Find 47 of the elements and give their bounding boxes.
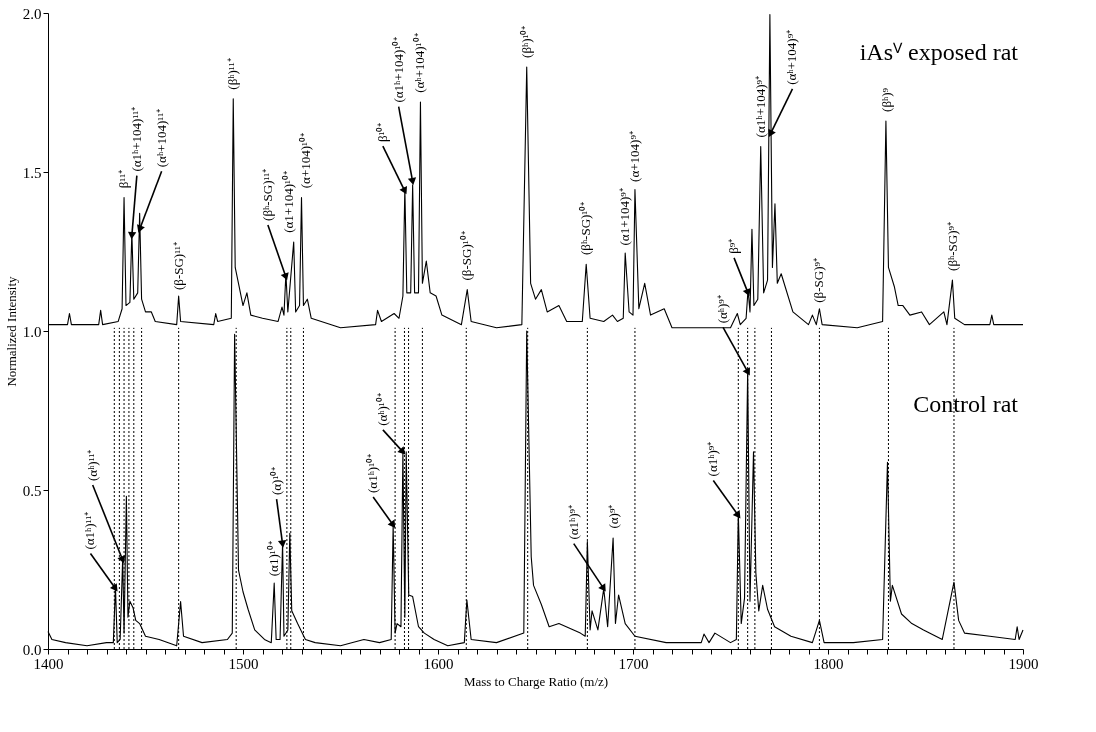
text: iAsⱽ exposed rat [859, 39, 1019, 65]
annotation: (βʰ)⁹ [878, 87, 894, 112]
annotation: β¹¹⁺ [116, 169, 132, 189]
annotation: (α1ʰ+104)¹¹⁺ [128, 106, 144, 172]
annotation: (β-SG)⁹⁺ [811, 257, 827, 303]
annotation: (α+104)¹⁰⁺ [297, 133, 313, 189]
annotation: (α1+104)⁹⁺ [617, 188, 633, 246]
annotation: (βʰ-SG)⁹⁺ [944, 222, 960, 271]
annotation: (αʰ)¹⁰⁺ [374, 393, 390, 426]
annotation: (βʰ)¹⁰⁺ [518, 25, 534, 58]
annotation: (β-SG)¹¹⁺ [170, 242, 186, 291]
x-tick-label: 1700 [618, 655, 649, 672]
x-tick-label: 1900 [1008, 655, 1039, 672]
annotation: β¹⁰⁺ [374, 122, 390, 143]
x-axis-title: Mass to Charge Ratio (m/z) [463, 673, 609, 689]
annotation: (α1)¹⁰⁺ [266, 541, 282, 577]
annotation: (α1+104)¹⁰⁺ [280, 171, 296, 233]
annotation: (α1ʰ)¹¹⁺ [82, 511, 98, 550]
x-tick-label: 1800 [813, 655, 844, 672]
annotation: (α)⁹⁺ [605, 504, 621, 529]
annotation: (βʰ)¹¹⁺ [225, 58, 241, 90]
annotation: (α1ʰ)¹⁰⁺ [365, 453, 381, 493]
x-tick-label: 1600 [423, 655, 454, 672]
annotation: (α1ʰ+104)¹⁰⁺ [390, 36, 406, 103]
annotation: (α1ʰ)⁹⁺ [705, 441, 721, 477]
x-tick-label: 1400 [33, 655, 64, 672]
y-axis-title: Normalized Intensity [3, 275, 19, 387]
y-tick-label: 0.5 [22, 482, 42, 499]
annotation: (αʰ)¹¹⁺ [84, 449, 100, 481]
y-tick-label: 1.5 [22, 164, 42, 181]
annotation: (αʰ+104)¹¹⁺ [153, 108, 169, 168]
annotation: (α+104)⁹⁺ [626, 131, 642, 182]
annotation: (βʰ-SG)¹⁰⁺ [578, 201, 594, 256]
annotation: (α)¹⁰⁺ [268, 466, 284, 496]
x-tick-label: 1500 [228, 655, 259, 672]
annotation: (αʰ+104)¹⁰⁺ [412, 33, 428, 93]
y-tick-label: 1.0 [22, 323, 42, 340]
annotation: (β-SG)¹⁰⁺ [459, 231, 475, 281]
annotation: (βʰ-SG)¹¹⁺ [259, 168, 275, 221]
text: Control rat [913, 391, 1019, 417]
annotation: (α1ʰ)⁹⁺ [565, 504, 581, 540]
annotation: (α1ʰ+104)⁹⁺ [752, 75, 768, 138]
annotation: β⁹⁺ [726, 238, 742, 254]
y-tick-label: 2.0 [22, 5, 42, 22]
annotation: (αʰ)⁹⁺ [715, 295, 731, 324]
y-tick-label: 0.0 [22, 641, 42, 658]
annotation: (αʰ+104)⁹⁺ [784, 29, 800, 85]
